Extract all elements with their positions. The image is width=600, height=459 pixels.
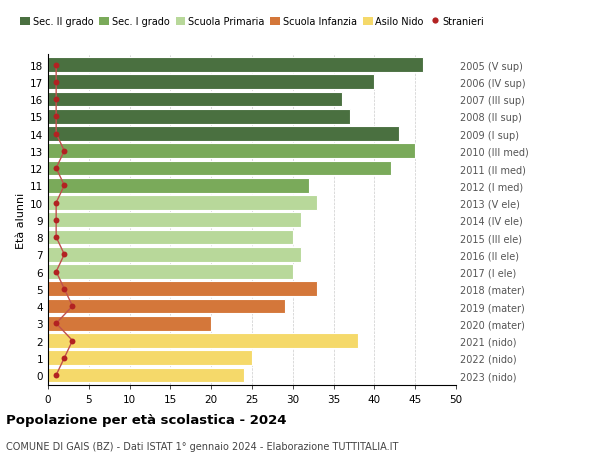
Bar <box>48 58 424 73</box>
Point <box>59 354 69 362</box>
Point <box>59 285 69 293</box>
Bar <box>48 247 301 262</box>
Bar <box>48 368 244 382</box>
Point <box>52 234 61 241</box>
Point <box>68 303 77 310</box>
Point <box>52 130 61 138</box>
Bar <box>48 299 284 313</box>
Bar <box>48 127 399 141</box>
Point <box>59 182 69 190</box>
Point <box>52 199 61 207</box>
Bar <box>48 144 415 159</box>
Point <box>52 268 61 275</box>
Text: Popolazione per età scolastica - 2024: Popolazione per età scolastica - 2024 <box>6 413 287 426</box>
Point <box>52 62 61 69</box>
Point <box>68 337 77 344</box>
Point <box>52 371 61 379</box>
Y-axis label: Età alunni: Età alunni <box>16 192 26 248</box>
Point <box>52 217 61 224</box>
Point <box>52 165 61 173</box>
Bar <box>48 162 391 176</box>
Bar <box>48 351 252 365</box>
Point <box>52 113 61 121</box>
Point <box>59 148 69 155</box>
Bar <box>48 213 301 228</box>
Bar <box>48 196 317 210</box>
Text: COMUNE DI GAIS (BZ) - Dati ISTAT 1° gennaio 2024 - Elaborazione TUTTITALIA.IT: COMUNE DI GAIS (BZ) - Dati ISTAT 1° genn… <box>6 441 398 451</box>
Legend: Sec. II grado, Sec. I grado, Scuola Primaria, Scuola Infanzia, Asilo Nido, Stran: Sec. II grado, Sec. I grado, Scuola Prim… <box>20 17 484 27</box>
Bar <box>48 110 350 124</box>
Bar <box>48 179 309 193</box>
Bar <box>48 230 293 245</box>
Point <box>52 79 61 86</box>
Bar <box>48 265 293 279</box>
Point <box>52 96 61 104</box>
Bar <box>48 334 358 348</box>
Bar <box>48 316 211 331</box>
Bar <box>48 282 317 297</box>
Bar <box>48 75 374 90</box>
Bar <box>48 93 342 107</box>
Point <box>52 320 61 327</box>
Point <box>59 251 69 258</box>
